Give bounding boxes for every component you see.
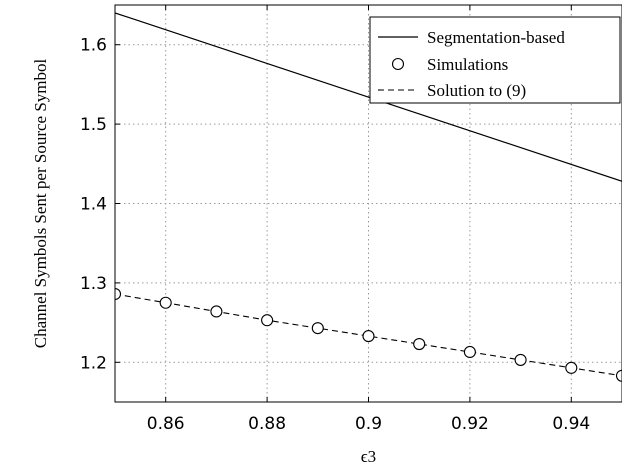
simulation-point-8 bbox=[514, 353, 527, 366]
simulation-point-6 bbox=[413, 337, 426, 351]
simulation-point-1 bbox=[159, 296, 172, 309]
y-axis-label: Channel Symbols Sent per Source Symbol bbox=[31, 59, 50, 349]
series-layer bbox=[115, 12, 622, 382]
series-segmentation-line bbox=[115, 12, 622, 182]
simulation-point-4 bbox=[311, 322, 324, 335]
simulation-point-10 bbox=[615, 369, 622, 382]
series-solution-line bbox=[115, 293, 622, 377]
legend-label-solution: Solution to (9) bbox=[427, 81, 526, 100]
legend: Segmentation-based Simulations Solution … bbox=[369, 16, 621, 104]
x-tick-label-1: 0.88 bbox=[248, 414, 286, 434]
simulation-point-3 bbox=[261, 314, 274, 327]
x-tick-label-0: 0.86 bbox=[147, 414, 185, 434]
legend-swatch-simulations bbox=[391, 57, 405, 71]
legend-box bbox=[369, 16, 621, 104]
simulation-point-0 bbox=[115, 287, 122, 301]
legend-label-simulations: Simulations bbox=[427, 55, 508, 74]
simulation-point-2 bbox=[210, 305, 223, 318]
x-tick-label-4: 0.94 bbox=[552, 414, 590, 434]
x-axis-label: ϵ3 bbox=[361, 447, 376, 466]
y-tick-label-4: 1.6 bbox=[80, 36, 107, 56]
legend-label-segmentation: Segmentation-based bbox=[427, 28, 565, 47]
simulation-point-5 bbox=[362, 330, 375, 343]
tick-layer: 0.86 0.88 0.9 0.92 0.94 1.2 1.3 1.4 1.5 1.6 bbox=[80, 5, 590, 434]
x-tick-label-2: 0.9 bbox=[355, 414, 382, 434]
y-tick-label-0: 1.2 bbox=[80, 353, 107, 373]
y-tick-label-3: 1.5 bbox=[80, 115, 107, 135]
x-tick-label-3: 0.92 bbox=[451, 414, 489, 434]
simulation-point-7 bbox=[463, 345, 476, 359]
y-tick-label-1: 1.3 bbox=[80, 274, 107, 294]
y-tick-label-2: 1.4 bbox=[80, 195, 107, 215]
simulation-point-9 bbox=[565, 361, 578, 374]
grid-layer bbox=[115, 5, 622, 402]
